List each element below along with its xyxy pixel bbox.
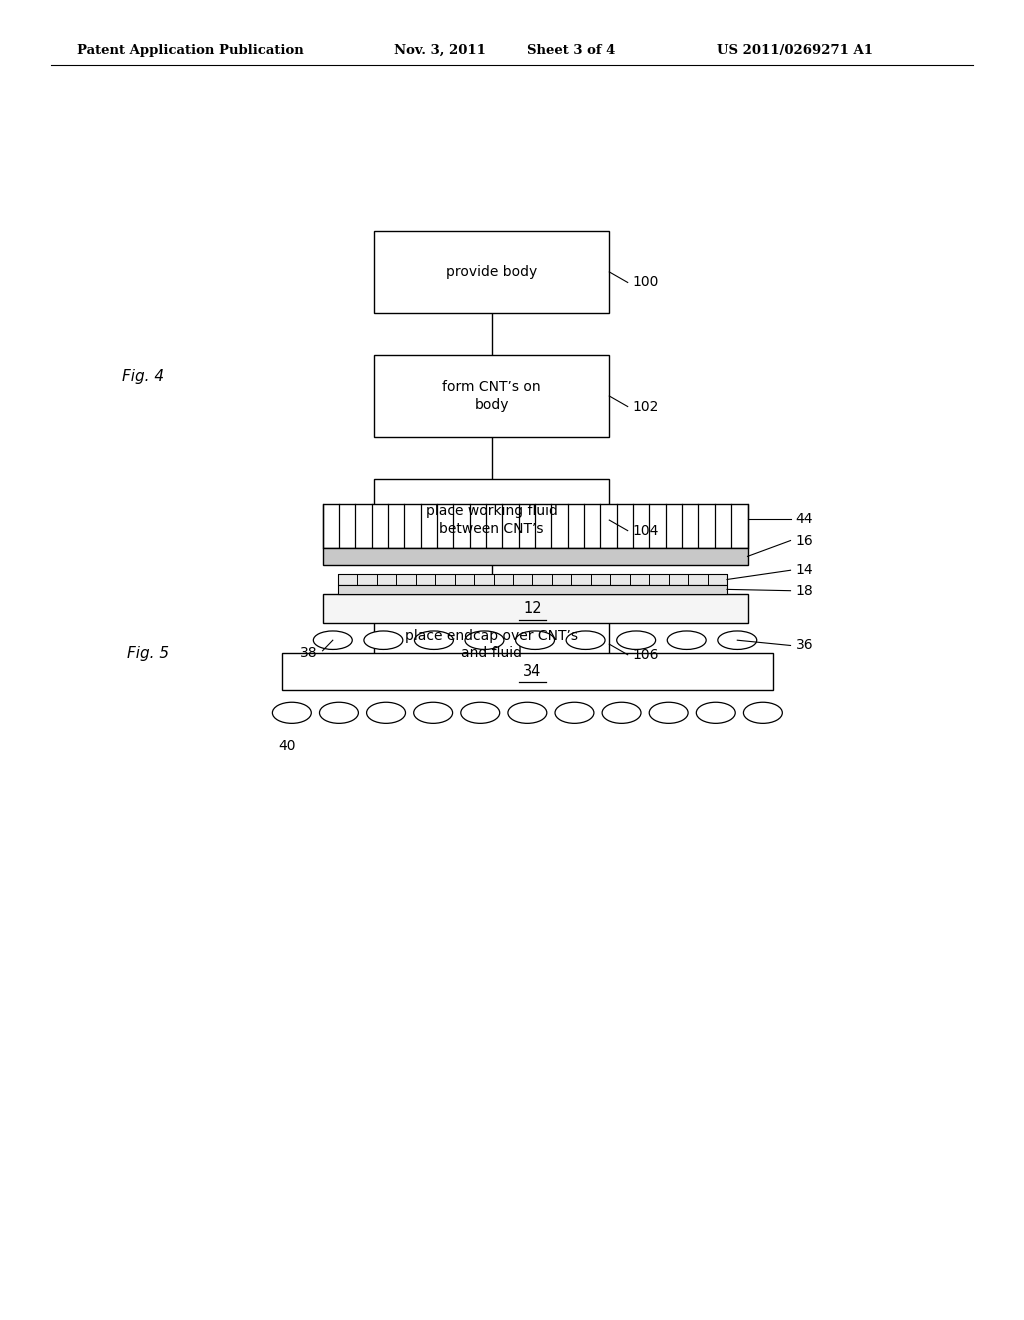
Text: Fig. 4: Fig. 4 xyxy=(122,368,165,384)
Text: 36: 36 xyxy=(796,639,813,652)
Ellipse shape xyxy=(602,702,641,723)
Ellipse shape xyxy=(515,631,555,649)
Bar xyxy=(323,504,748,548)
Text: 18: 18 xyxy=(796,583,813,598)
Bar xyxy=(282,653,773,690)
Text: 16: 16 xyxy=(796,533,813,548)
Ellipse shape xyxy=(461,702,500,723)
Ellipse shape xyxy=(367,702,406,723)
Text: Sheet 3 of 4: Sheet 3 of 4 xyxy=(527,44,615,57)
Text: 40: 40 xyxy=(278,739,296,754)
Text: 34: 34 xyxy=(523,664,542,680)
Text: Patent Application Publication: Patent Application Publication xyxy=(77,44,303,57)
Text: place endcap over CNT’s
and fluid: place endcap over CNT’s and fluid xyxy=(406,628,578,660)
Ellipse shape xyxy=(566,631,605,649)
Bar xyxy=(374,231,609,313)
Bar xyxy=(374,479,609,561)
Text: 104: 104 xyxy=(633,524,659,537)
Bar xyxy=(323,548,748,565)
Ellipse shape xyxy=(555,702,594,723)
Ellipse shape xyxy=(616,631,655,649)
Ellipse shape xyxy=(364,631,402,649)
Text: 44: 44 xyxy=(796,512,813,527)
Text: provide body: provide body xyxy=(445,265,538,279)
Bar xyxy=(338,585,727,594)
Text: Nov. 3, 2011: Nov. 3, 2011 xyxy=(394,44,486,57)
Text: US 2011/0269271 A1: US 2011/0269271 A1 xyxy=(717,44,872,57)
Bar xyxy=(374,355,609,437)
Ellipse shape xyxy=(696,702,735,723)
Text: 38: 38 xyxy=(300,647,317,660)
Ellipse shape xyxy=(743,702,782,723)
Text: 102: 102 xyxy=(633,400,659,413)
Text: 106: 106 xyxy=(633,648,659,661)
Bar xyxy=(374,603,609,685)
Bar xyxy=(338,574,727,585)
Ellipse shape xyxy=(414,702,453,723)
Ellipse shape xyxy=(718,631,757,649)
Ellipse shape xyxy=(465,631,504,649)
Text: Fig. 5: Fig. 5 xyxy=(127,645,170,661)
Ellipse shape xyxy=(313,631,352,649)
Text: 12: 12 xyxy=(523,601,542,616)
Ellipse shape xyxy=(272,702,311,723)
Ellipse shape xyxy=(649,702,688,723)
Ellipse shape xyxy=(415,631,454,649)
Text: place working fluid
between CNT’s: place working fluid between CNT’s xyxy=(426,504,557,536)
Ellipse shape xyxy=(508,702,547,723)
Ellipse shape xyxy=(319,702,358,723)
Text: 14: 14 xyxy=(796,564,813,577)
Text: form CNT’s on
body: form CNT’s on body xyxy=(442,380,541,412)
Text: 100: 100 xyxy=(633,276,659,289)
Bar xyxy=(323,594,748,623)
Ellipse shape xyxy=(668,631,707,649)
